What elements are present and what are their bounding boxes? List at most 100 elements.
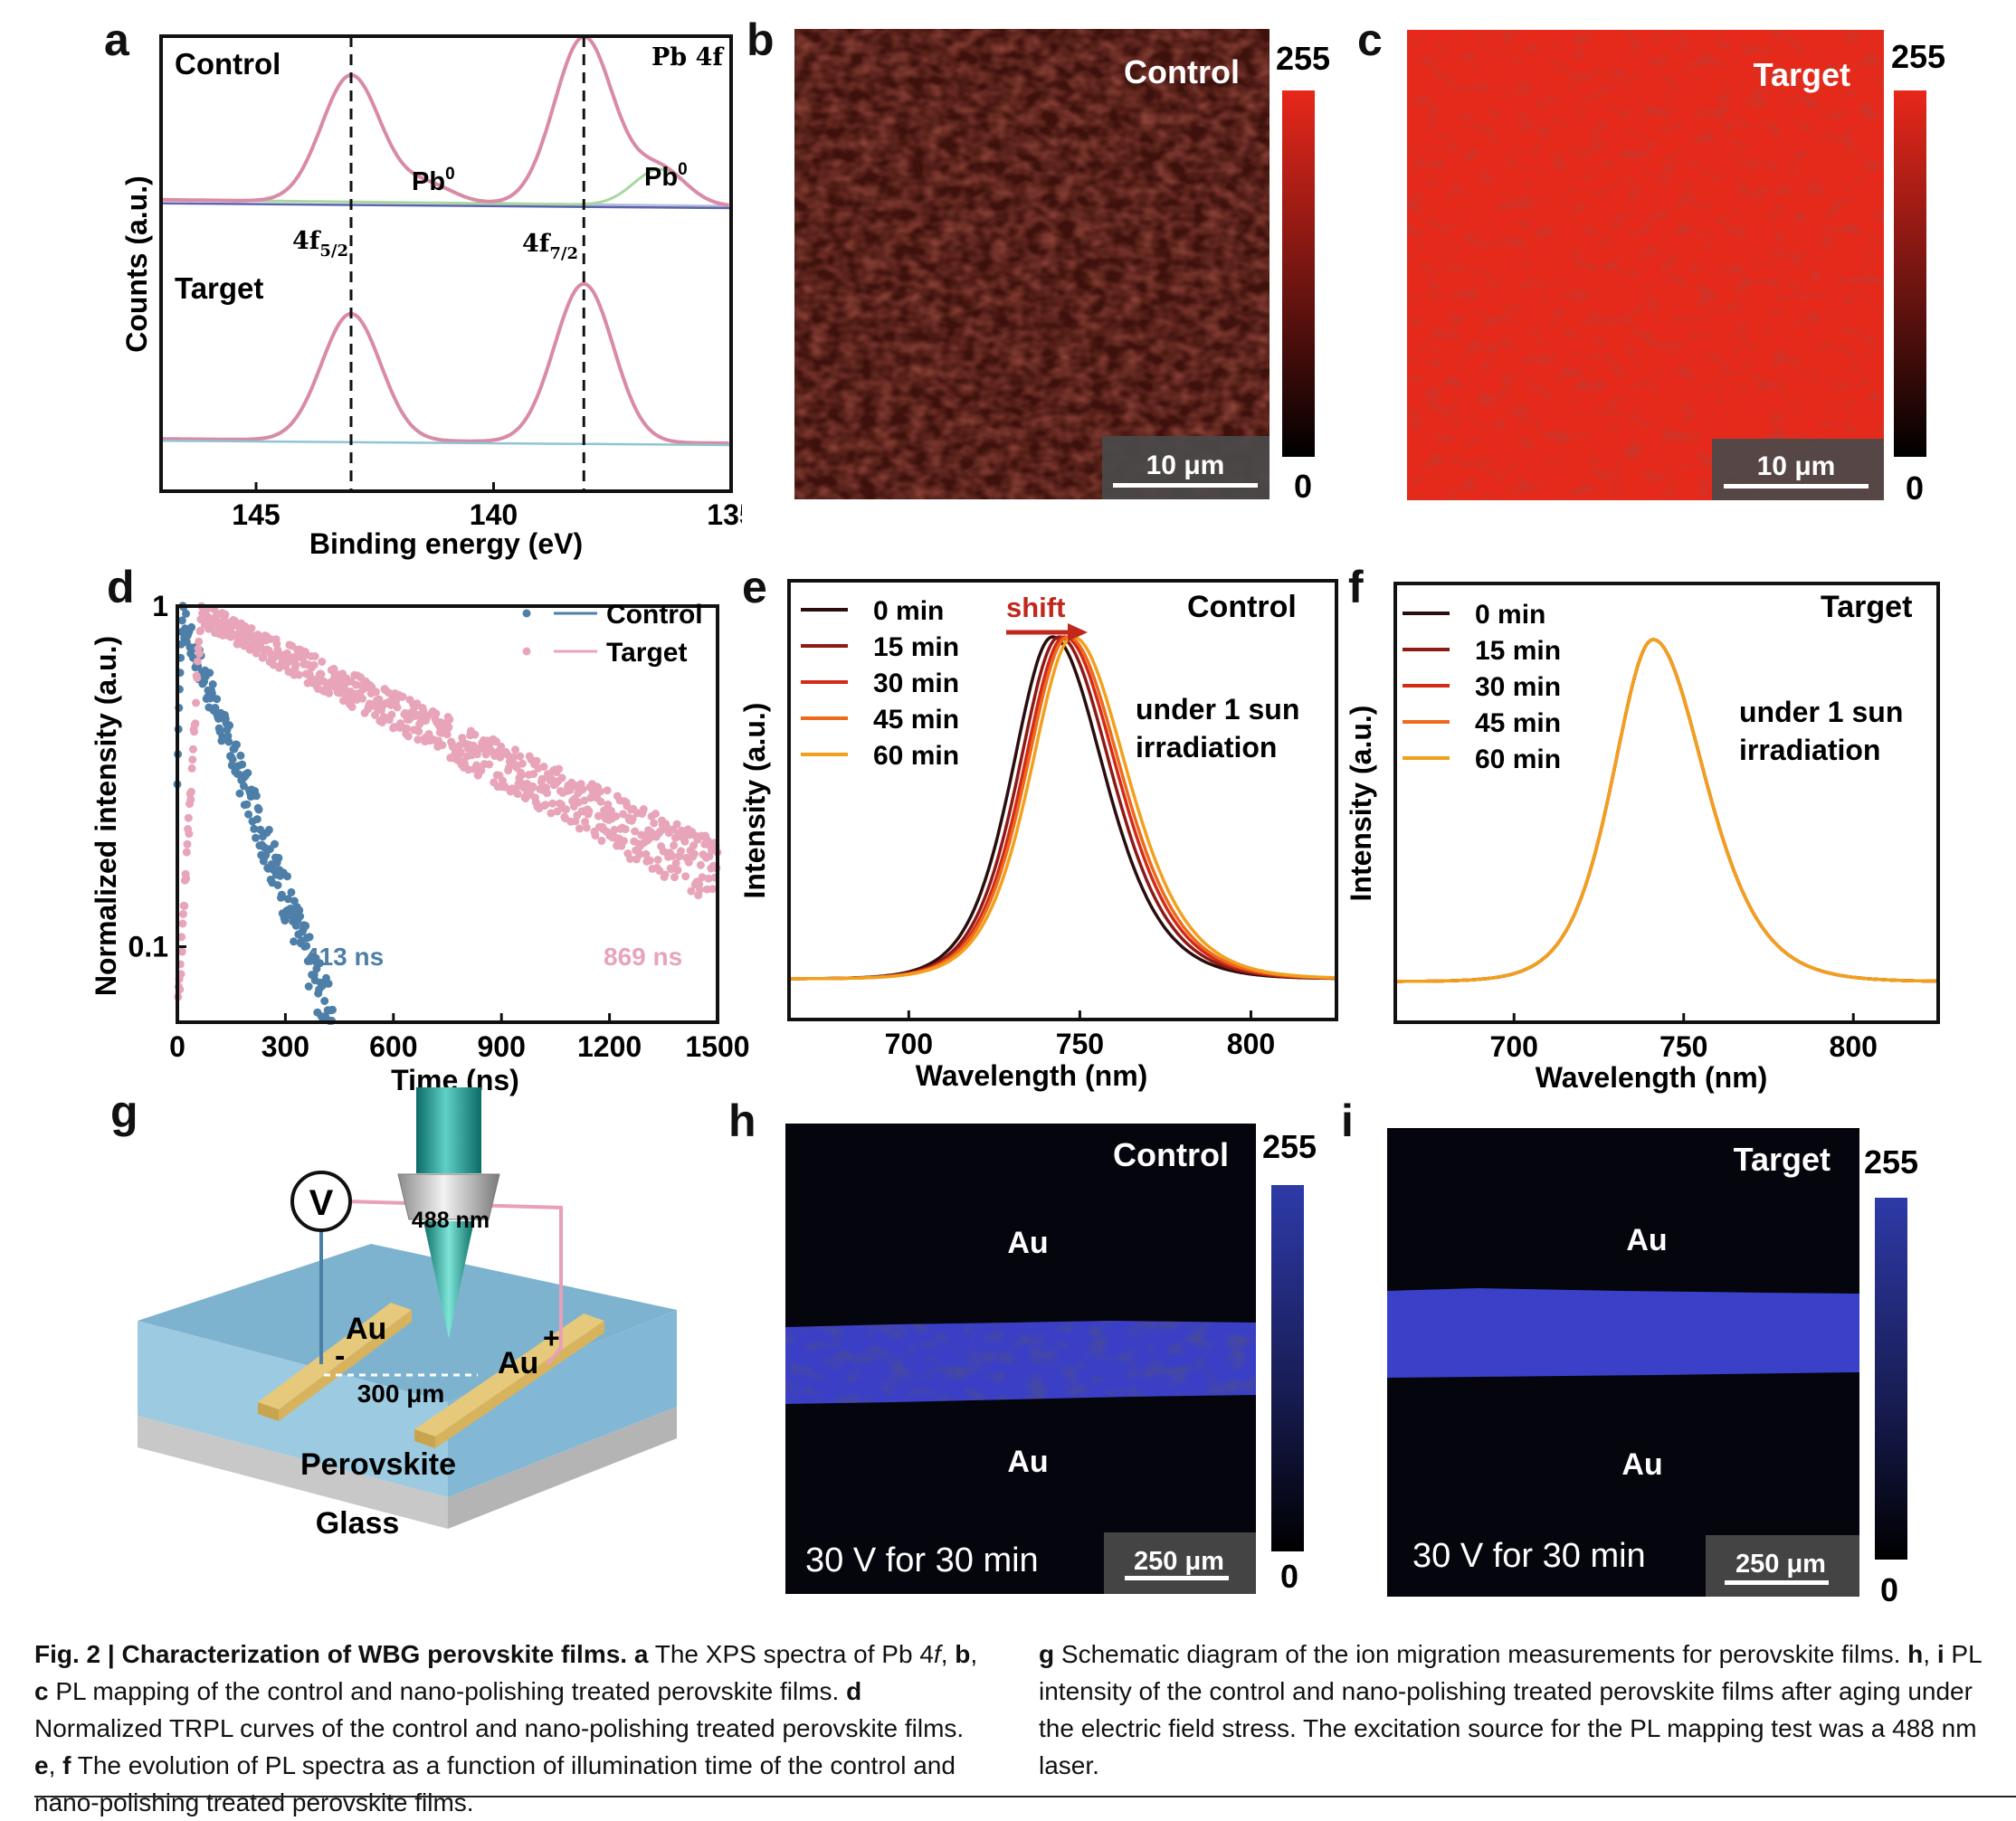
trpl-control-point xyxy=(177,628,186,636)
electrode-right-face xyxy=(414,1314,604,1437)
trpl-target-point xyxy=(597,836,606,845)
laser-wavelength: 488 nm xyxy=(412,1208,490,1233)
trpl-target-point xyxy=(681,872,690,881)
caption-i: i xyxy=(1936,1640,1945,1668)
pl-stress-control: Control Au Au 30 V for 30 min 250 μm xyxy=(785,1124,1256,1594)
trpl-target-point xyxy=(603,786,612,795)
trpl-target-point xyxy=(619,837,628,846)
map-h-au-bottom: Au xyxy=(1007,1445,1048,1479)
xps-ylabel: Counts (a.u.) xyxy=(120,175,153,353)
trpl-target-point xyxy=(182,848,191,857)
trpl-target-point xyxy=(401,708,410,717)
trpl-target-point xyxy=(444,723,453,732)
trpl-xtick-label-1: 300 xyxy=(262,1030,309,1063)
trpl-control-point xyxy=(252,833,260,842)
panel-letter-g: g xyxy=(110,1086,138,1137)
cbar-c-max: 255 xyxy=(1891,38,1945,75)
trpl-target-point xyxy=(193,673,202,682)
trpl-ytick-label-0: 1 xyxy=(152,590,168,622)
legend-label-0-min: 0 min xyxy=(873,596,944,626)
caption-a-end: , xyxy=(940,1640,948,1668)
trpl-target-point xyxy=(438,741,447,750)
pl-map-target: Target 10 μm xyxy=(1407,30,1884,500)
trpl-target-point xyxy=(180,901,189,910)
panel-letter-c: c xyxy=(1357,14,1383,65)
map-i-scalebar-box xyxy=(1706,1535,1859,1597)
trpl-target-point xyxy=(518,771,526,780)
pl-xtick-label-0: 700 xyxy=(1490,1030,1538,1063)
trpl-control-point xyxy=(305,933,314,942)
trpl-target-point xyxy=(625,854,634,863)
trpl-target-point xyxy=(347,703,357,711)
f-frame xyxy=(1393,582,1940,1024)
trpl-target-point xyxy=(696,886,704,894)
trpl-target-point xyxy=(562,805,570,814)
trpl-target-point xyxy=(645,856,654,865)
trpl-target-point xyxy=(547,809,556,818)
laser-body xyxy=(416,1087,481,1173)
map-c-scalebar-box xyxy=(1712,439,1884,500)
electrode-right-label: Au xyxy=(498,1346,538,1380)
f-xlabel: Wavelength (nm) xyxy=(1536,1061,1768,1094)
trpl-target-point xyxy=(518,759,527,768)
legend-label-15-min: 15 min xyxy=(873,632,959,662)
caption-hi-sep: , xyxy=(1923,1640,1937,1668)
f52-label: 4f5/2 xyxy=(292,227,348,261)
trpl-ytick-label-1: 0.1 xyxy=(128,930,168,963)
legend-label-15-min: 15 min xyxy=(1475,636,1561,666)
trpl-target-point xyxy=(336,677,345,686)
trpl-target-point xyxy=(656,827,665,836)
trpl-target-point xyxy=(291,660,300,669)
xps-xtick-label-2: 135 xyxy=(707,498,742,531)
pl-curve-0-min xyxy=(789,635,1336,981)
panel-letter-b: b xyxy=(746,14,775,65)
trpl-control-point xyxy=(295,906,304,915)
map-h-scalebar-box xyxy=(1104,1532,1256,1594)
trpl-target-point xyxy=(528,782,537,791)
trpl-target-point xyxy=(511,745,519,754)
pl-stress-target: Target Au Au 30 V for 30 min 250 μm xyxy=(1387,1128,1859,1597)
xps-target-label: Target xyxy=(175,271,263,305)
trpl-control-point xyxy=(252,815,262,824)
trpl-control-point xyxy=(182,609,190,618)
colorbar-h: 255 0 xyxy=(1262,1128,1317,1595)
trpl-target-point xyxy=(442,730,452,739)
e-shift-label: shift xyxy=(1006,592,1065,623)
trpl-target-point xyxy=(472,761,481,770)
pl-curve-15-min xyxy=(789,635,1336,981)
panel-letter-f: f xyxy=(1348,562,1364,612)
map-h-band-texture xyxy=(785,1321,1256,1404)
trpl-target-point xyxy=(621,825,630,834)
trpl-target-point xyxy=(325,688,334,697)
gap-label: 300 μm xyxy=(357,1380,445,1408)
pl-curve-45-min xyxy=(789,635,1337,981)
caption-g: g xyxy=(1039,1640,1055,1668)
trpl-target-point xyxy=(635,850,644,858)
xps-chart: 145 140 135 Control Target Pb 4f Pb0 Pb0 4… xyxy=(120,34,742,560)
caption-a-f: f xyxy=(933,1640,941,1668)
trpl-target-point xyxy=(188,745,197,754)
cbar-h-min: 0 xyxy=(1280,1558,1298,1595)
trpl-target-point xyxy=(317,669,326,678)
panel-letter-e: e xyxy=(742,562,767,612)
map-b-scalebar-box xyxy=(1102,436,1270,499)
trpl-target-point xyxy=(596,797,605,806)
voltmeter-icon xyxy=(290,1171,352,1232)
trpl-target-point xyxy=(193,657,202,666)
legend-label-30-min: 30 min xyxy=(873,669,959,698)
trpl-target-point xyxy=(585,807,594,816)
trpl-target-point xyxy=(196,626,205,635)
pl-xtick-label-2: 800 xyxy=(1227,1028,1275,1060)
colorbar-c: 255 0 xyxy=(1891,38,1945,502)
trpl-target-point xyxy=(687,887,696,896)
trpl-xtick-label-2: 600 xyxy=(369,1030,417,1063)
trpl-xtick-label-5: 1500 xyxy=(685,1030,749,1063)
trpl-control-point xyxy=(239,782,248,791)
pl-xtick-label-1: 750 xyxy=(1056,1028,1104,1060)
f-legend: 0 min 15 min 30 min 45 min 60 min xyxy=(1403,600,1561,774)
trpl-target-point xyxy=(575,824,584,833)
electrode-right-side xyxy=(435,1321,604,1448)
panel-letter-a: a xyxy=(104,14,129,65)
caption-ef-text: The evolution of PL spectra as a functio… xyxy=(34,1751,956,1816)
xps-control-label: Control xyxy=(175,47,281,81)
